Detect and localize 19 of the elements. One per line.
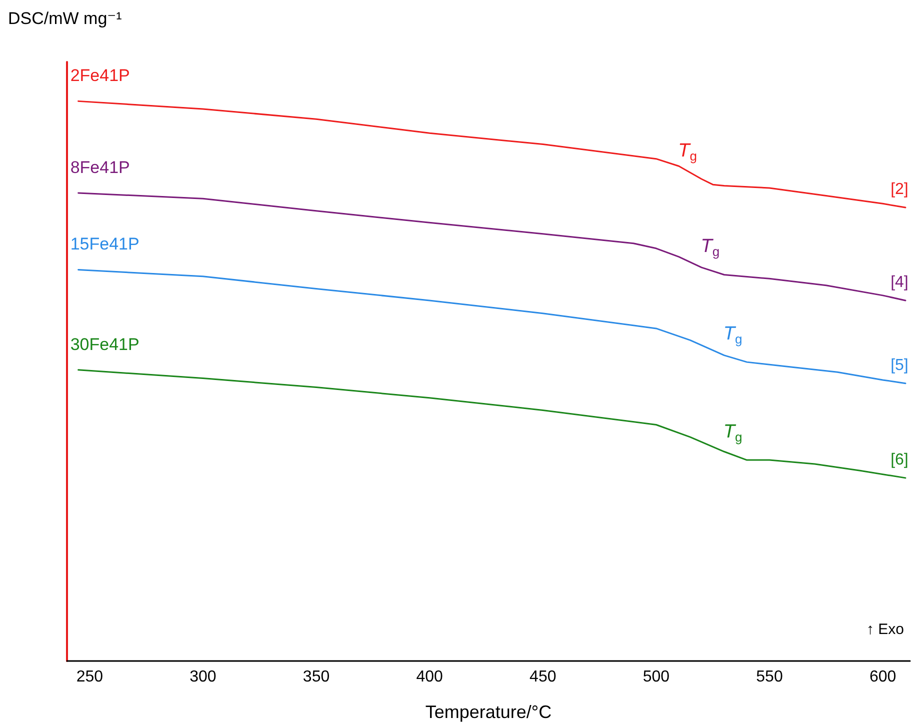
annotation: [5] bbox=[890, 356, 908, 374]
x-tick-label: 600 bbox=[869, 668, 896, 686]
x-tick-label: 300 bbox=[190, 668, 216, 686]
annotation: [2] bbox=[890, 181, 908, 198]
series-label: 2Fe41P bbox=[70, 66, 130, 86]
annotation: [4] bbox=[890, 274, 908, 291]
x-tick-label: 350 bbox=[302, 668, 330, 686]
x-axis-title: Temperature/°C bbox=[425, 702, 552, 722]
x-tick-label: 550 bbox=[756, 668, 783, 686]
series-label: 30Fe41P bbox=[70, 334, 140, 354]
y-axis-title: DSC/mW mg⁻¹ bbox=[8, 9, 122, 28]
annotation: [6] bbox=[890, 451, 908, 468]
x-tick-label: 450 bbox=[530, 668, 556, 686]
x-tick-label: 400 bbox=[416, 668, 444, 686]
annotation: ↑ Exo bbox=[866, 621, 904, 638]
series-label: 8Fe41P bbox=[70, 158, 130, 177]
x-tick-label: 250 bbox=[76, 668, 104, 686]
x-tick-label: 500 bbox=[642, 668, 670, 686]
series-label: 15Fe41P bbox=[70, 234, 140, 254]
